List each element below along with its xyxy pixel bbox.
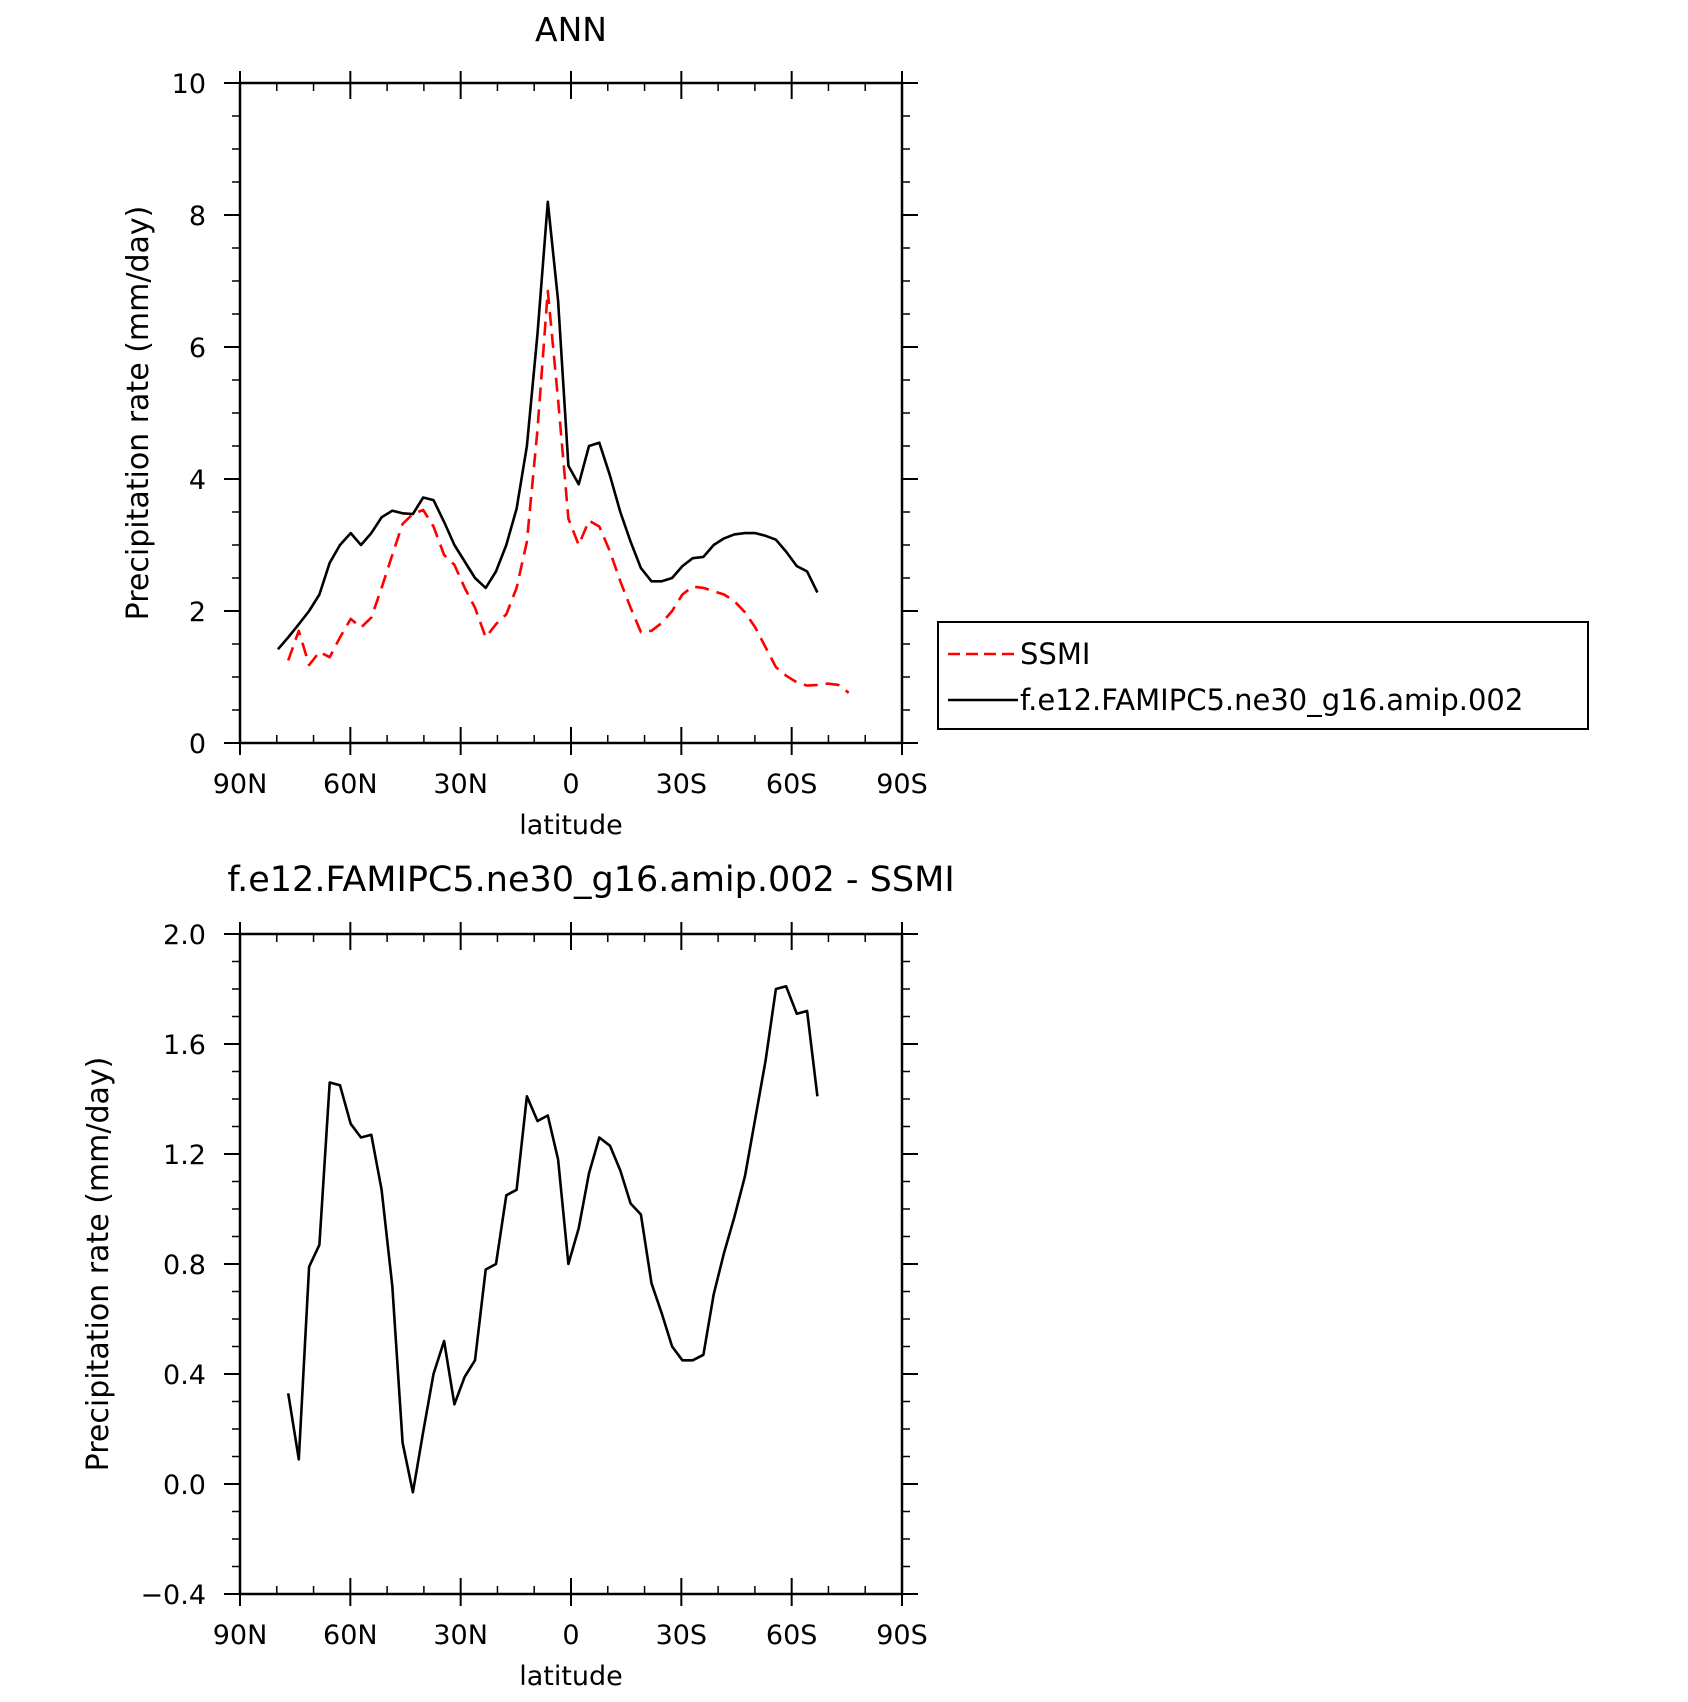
x-tick-label: 60S: [766, 769, 818, 800]
x-tick-label: 30S: [656, 769, 708, 800]
series-line-f-e12-famipc5-ne30-g16-amip-002: [276, 200, 819, 651]
x-tick-label: 0: [562, 769, 579, 800]
y-tick-label: 2: [189, 597, 206, 628]
x-tick-label: 90N: [213, 769, 268, 800]
series-line-ssmi: [286, 289, 850, 694]
y-tick-label: 10: [172, 69, 206, 100]
y-tick-label: 0.8: [163, 1250, 206, 1281]
y-tick-label: 2.0: [163, 920, 206, 951]
y-tick-label: 0.4: [163, 1360, 206, 1391]
chart-panel-1: 90N 60N 30N 0 30S 60S 90S 0 2 4 6 8 10 ANN latitude Pre…: [121, 10, 1589, 841]
legend-label: SSMI: [1020, 637, 1090, 671]
series-line-difference: [286, 985, 819, 1494]
legend-box: [937, 621, 1589, 730]
legend: SSMI f.e12.FAMIPC5.ne30_g16.amip.002: [937, 621, 1589, 730]
legend-label: f.e12.FAMIPC5.ne30_g16.amip.002: [1020, 683, 1523, 717]
x-tick-label: 90N: [213, 1620, 268, 1651]
chart-title: ANN: [535, 10, 607, 49]
y-tick-label: 4: [189, 465, 206, 496]
y-tick-label: 6: [189, 333, 206, 364]
x-tick-label: 30N: [433, 1620, 488, 1651]
x-tick-label: 90S: [876, 1620, 928, 1651]
x-axis-label: latitude: [519, 1661, 623, 1692]
chart-panel-2: 90N 60N 30N 0 30S 60S 90S −0.4 0.0 0.4 0.8 1.2 1.6 2.…: [81, 860, 955, 1692]
x-tick-label: 60N: [323, 1620, 378, 1651]
x-tick-label: 30S: [656, 1620, 708, 1651]
y-tick-label: 8: [189, 201, 206, 232]
chart-title: f.e12.FAMIPC5.ne30_g16.amip.002 - SSMI: [227, 860, 954, 900]
y-tick-label: 1.2: [163, 1140, 206, 1171]
y-axis-label: Precipitation rate (mm/day): [81, 1057, 116, 1472]
y-axis-label: Precipitation rate (mm/day): [121, 206, 156, 621]
plot-frame: [238, 81, 904, 745]
y-tick-label: 1.6: [163, 1030, 206, 1061]
plot-frame: [238, 932, 904, 1596]
x-axis-label: latitude: [519, 810, 623, 841]
y-tick-label: −0.4: [140, 1580, 206, 1611]
x-tick-label: 60N: [323, 769, 378, 800]
x-tick-label: 30N: [433, 769, 488, 800]
y-tick-label: 0: [189, 729, 206, 760]
x-tick-label: 0: [562, 1620, 579, 1651]
x-tick-label: 60S: [766, 1620, 818, 1651]
y-tick-label: 0.0: [163, 1470, 206, 1501]
x-tick-label: 90S: [876, 769, 928, 800]
